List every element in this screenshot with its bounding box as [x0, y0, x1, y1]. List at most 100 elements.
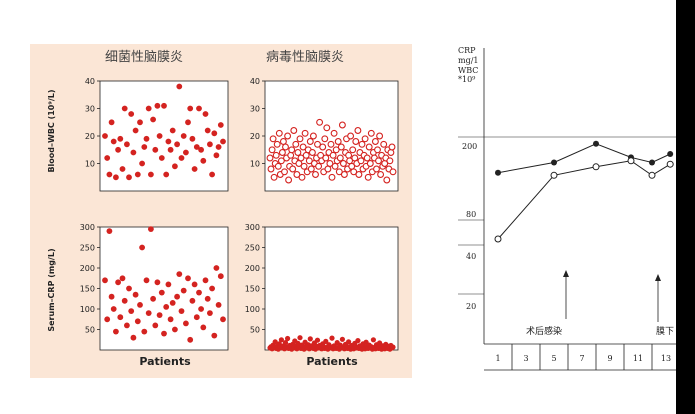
point-bacterial-wbc-4	[110, 138, 117, 145]
point-viral-wbc-119	[389, 168, 397, 176]
point-bacterial-wbc-10	[124, 141, 130, 148]
point-bacterial-crp-31	[169, 300, 176, 306]
line-point-1-5	[666, 160, 674, 168]
point-bacterial-wbc-45	[200, 157, 207, 164]
point-bacterial-wbc-25	[156, 133, 163, 139]
point-viral-wbc-2	[268, 146, 276, 154]
point-viral-wbc-88	[357, 157, 365, 165]
point-bacterial-wbc-36	[180, 133, 187, 139]
point-viral-wbc-6	[272, 151, 280, 159]
meningitis-scatter-svg: 细菌性脑膜炎 病毒性脑膜炎 Blood–WBC (10⁹/L) Serum–CR…	[47, 50, 399, 368]
point-viral-wbc-53	[321, 135, 329, 143]
point-bacterial-crp-4	[110, 306, 117, 312]
point-viral-wbc-71	[339, 160, 347, 167]
point-bacterial-crp-33	[174, 293, 181, 300]
point-viral-wbc-85	[354, 127, 362, 134]
point-bacterial-crp-7	[117, 314, 124, 321]
point-bacterial-crp-45	[200, 324, 207, 331]
point-bacterial-wbc-35	[178, 155, 185, 161]
annotation-arrowhead-2	[655, 274, 661, 281]
line-point-0-1	[551, 159, 557, 166]
point-bacterial-crp-23	[152, 322, 159, 329]
point-bacterial-wbc-40	[189, 135, 196, 142]
point-bacterial-crp-14	[132, 291, 139, 298]
annotation-submembrane: 膜下	[656, 326, 674, 337]
ytick-label-viral-crp-5: 300	[245, 223, 260, 232]
point-bacterial-crp-47	[204, 295, 211, 302]
line-point-0-4	[649, 159, 655, 166]
point-bacterial-crp-44	[198, 306, 205, 312]
point-viral-wbc-89	[358, 140, 366, 148]
point-viral-wbc-18	[285, 176, 293, 184]
point-viral-wbc-32	[299, 143, 307, 151]
point-bacterial-crp-16	[137, 302, 143, 308]
point-bacterial-crp-24	[154, 279, 161, 286]
point-viral-wbc-83	[352, 138, 360, 145]
ytick-label-bacterial-wbc-1: 20	[85, 132, 95, 141]
x-category-13: 13	[661, 354, 671, 363]
ytick-200: 200	[462, 142, 477, 151]
point-viral-wbc-8	[274, 162, 282, 170]
point-bacterial-wbc-20	[145, 105, 152, 112]
point-bacterial-wbc-19	[143, 135, 150, 142]
point-bacterial-wbc-11	[126, 174, 132, 181]
point-viral-wbc-42	[309, 132, 317, 140]
point-bacterial-crp-3	[108, 293, 115, 300]
line-point-1-1	[550, 171, 558, 179]
line-series-0	[497, 143, 671, 174]
point-bacterial-wbc-44	[198, 146, 205, 153]
point-viral-crp-5	[272, 339, 278, 345]
point-viral-wbc-31	[298, 173, 306, 181]
point-viral-wbc-59	[327, 140, 335, 148]
point-viral-wbc-62	[330, 129, 338, 137]
point-bacterial-wbc-48	[207, 141, 213, 148]
point-bacterial-crp-41	[191, 281, 198, 288]
ytick-label-bacterial-crp-5: 300	[80, 223, 95, 232]
point-bacterial-wbc-51	[213, 152, 220, 159]
meningitis-scatter-figure: 细菌性脑膜炎 病毒性脑膜炎 Blood–WBC (10⁹/L) Serum–CR…	[30, 44, 412, 378]
point-bacterial-wbc-47	[204, 127, 211, 134]
point-viral-wbc-61	[329, 151, 337, 159]
point-bacterial-wbc-23	[152, 146, 159, 153]
point-bacterial-crp-10	[124, 322, 130, 329]
point-viral-wbc-92	[361, 135, 369, 143]
point-viral-wbc-17	[284, 132, 292, 140]
point-bacterial-wbc-14	[132, 127, 139, 134]
point-bacterial-crp-9	[121, 297, 128, 304]
point-bacterial-wbc-21	[148, 171, 154, 178]
point-bacterial-crp-51	[213, 265, 220, 271]
point-viral-wbc-94	[363, 154, 371, 162]
ytick-label-viral-wbc-3: 40	[250, 77, 260, 86]
point-viral-wbc-7	[273, 140, 281, 148]
point-bacterial-crp-28	[163, 304, 170, 310]
point-bacterial-crp-37	[183, 320, 189, 327]
ytick-label-viral-crp-0: 50	[250, 326, 260, 335]
point-viral-wbc-47	[315, 162, 323, 170]
col-title-viral: 病毒性脑膜炎	[266, 50, 344, 65]
point-bacterial-wbc-16	[137, 119, 143, 126]
ylabel-blood-wbc: Blood–WBC (10⁹/L)	[47, 89, 56, 172]
col-title-bacterial: 细菌性脑膜炎	[105, 50, 183, 65]
point-viral-crp-17	[285, 335, 291, 342]
point-viral-wbc-81	[350, 168, 358, 176]
point-bacterial-wbc-18	[141, 144, 148, 150]
point-bacterial-crp-18	[141, 328, 148, 335]
point-viral-wbc-12	[278, 149, 286, 156]
ytick-label-bacterial-crp-0: 50	[85, 326, 95, 335]
point-bacterial-wbc-38	[185, 119, 191, 126]
point-bacterial-wbc-42	[193, 144, 200, 150]
point-bacterial-crp-2	[106, 228, 113, 235]
annotation-postop-infection: 术后感染	[526, 325, 562, 337]
ytick-label-bacterial-wbc-2: 30	[85, 105, 95, 114]
point-viral-wbc-54	[322, 154, 330, 162]
ytick-label-bacterial-crp-3: 200	[80, 264, 95, 273]
point-viral-wbc-20	[287, 151, 295, 159]
point-viral-wbc-13	[279, 138, 287, 145]
point-viral-wbc-44	[312, 171, 319, 178]
point-viral-wbc-35	[302, 151, 310, 159]
point-viral-crp-76	[346, 339, 352, 345]
annotation-arrowhead-1	[563, 270, 569, 277]
point-bacterial-wbc-9	[121, 105, 128, 112]
point-bacterial-crp-13	[130, 334, 137, 341]
point-bacterial-crp-42	[193, 314, 200, 321]
